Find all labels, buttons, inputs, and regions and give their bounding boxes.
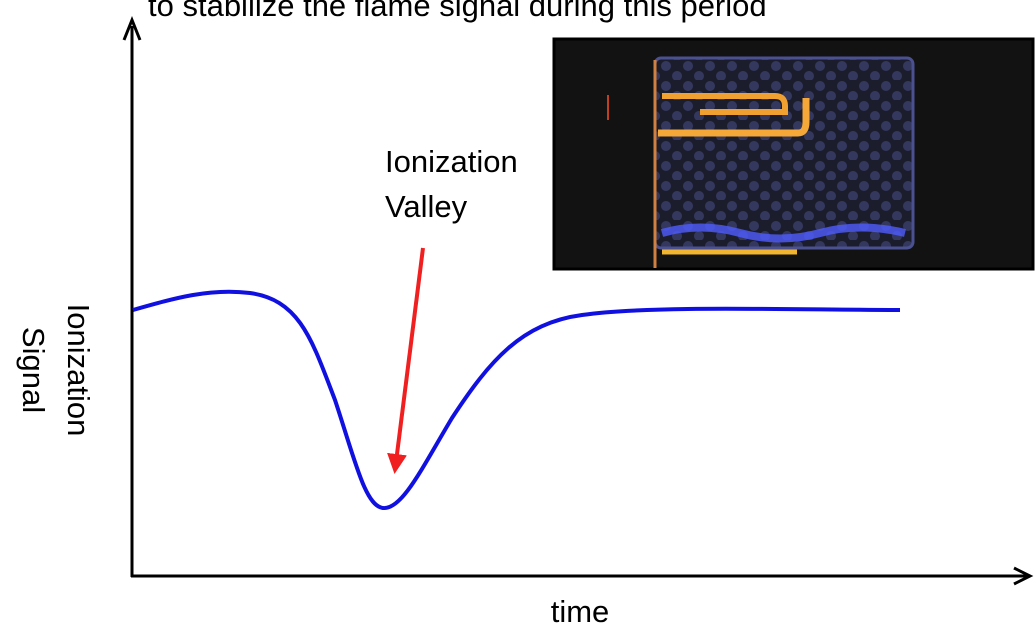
flame-photo bbox=[554, 39, 1033, 269]
y-axis-label: Ionization bbox=[61, 304, 96, 437]
signal-curve bbox=[133, 292, 900, 508]
x-axis-label: time bbox=[551, 594, 610, 629]
top-note: to stabilize the flame signal during thi… bbox=[148, 0, 767, 23]
annotation-arrow bbox=[395, 248, 423, 470]
annotation-line: Ionization bbox=[385, 144, 518, 179]
annotation-line: Valley bbox=[385, 189, 468, 224]
diagram: to stabilize the flame signal during thi… bbox=[0, 0, 1035, 629]
y-axis-label: Signal bbox=[16, 327, 51, 413]
